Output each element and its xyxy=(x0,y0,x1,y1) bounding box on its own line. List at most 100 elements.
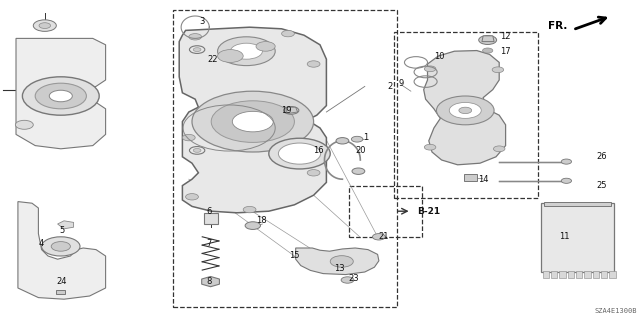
Circle shape xyxy=(307,170,320,176)
Polygon shape xyxy=(287,107,298,114)
Text: 8: 8 xyxy=(207,277,212,286)
Text: 4: 4 xyxy=(39,239,44,248)
Circle shape xyxy=(186,194,198,200)
Text: 2: 2 xyxy=(388,82,393,91)
Circle shape xyxy=(269,138,330,169)
Circle shape xyxy=(245,222,260,229)
Circle shape xyxy=(193,148,201,152)
Circle shape xyxy=(243,206,256,213)
Circle shape xyxy=(282,30,294,37)
Circle shape xyxy=(492,67,504,73)
Circle shape xyxy=(193,48,201,52)
Polygon shape xyxy=(202,276,220,287)
Polygon shape xyxy=(544,202,611,206)
Polygon shape xyxy=(204,213,218,224)
Polygon shape xyxy=(584,271,591,278)
Circle shape xyxy=(211,101,294,142)
Circle shape xyxy=(352,168,365,174)
Circle shape xyxy=(278,143,321,164)
Polygon shape xyxy=(464,174,477,181)
Text: SZA4E1300B: SZA4E1300B xyxy=(595,308,637,314)
Polygon shape xyxy=(58,221,74,229)
Polygon shape xyxy=(576,271,582,278)
Polygon shape xyxy=(16,38,106,149)
Polygon shape xyxy=(559,271,566,278)
Circle shape xyxy=(284,107,299,114)
Circle shape xyxy=(189,34,202,40)
Circle shape xyxy=(51,242,70,251)
Circle shape xyxy=(192,91,314,152)
Text: 7: 7 xyxy=(207,239,212,248)
Circle shape xyxy=(449,102,481,118)
Text: 18: 18 xyxy=(256,216,266,225)
Text: 24: 24 xyxy=(57,277,67,286)
Circle shape xyxy=(424,66,436,72)
Circle shape xyxy=(15,120,33,129)
Text: 16: 16 xyxy=(314,146,324,155)
Circle shape xyxy=(436,96,494,125)
Polygon shape xyxy=(593,271,599,278)
Text: B-21: B-21 xyxy=(417,207,440,216)
Polygon shape xyxy=(543,271,549,278)
Bar xyxy=(173,10,397,307)
Bar xyxy=(349,186,422,237)
Circle shape xyxy=(561,178,572,183)
Circle shape xyxy=(42,237,80,256)
Bar xyxy=(394,32,538,198)
Text: 10: 10 xyxy=(435,52,445,60)
Text: 11: 11 xyxy=(559,232,570,241)
Circle shape xyxy=(459,107,472,114)
Circle shape xyxy=(307,61,320,67)
Text: 20: 20 xyxy=(355,146,365,155)
Circle shape xyxy=(372,234,385,240)
Text: 15: 15 xyxy=(289,252,300,260)
Polygon shape xyxy=(568,271,574,278)
Circle shape xyxy=(22,77,99,115)
Polygon shape xyxy=(601,271,607,278)
Text: 13: 13 xyxy=(334,264,344,273)
Polygon shape xyxy=(424,51,506,165)
Text: 17: 17 xyxy=(500,47,511,56)
Circle shape xyxy=(230,43,262,59)
Circle shape xyxy=(479,36,497,44)
Circle shape xyxy=(424,144,436,150)
Circle shape xyxy=(256,42,275,51)
Circle shape xyxy=(493,146,505,152)
Circle shape xyxy=(561,159,572,164)
Polygon shape xyxy=(56,290,65,294)
Polygon shape xyxy=(18,202,106,299)
Circle shape xyxy=(232,111,273,132)
Polygon shape xyxy=(541,203,614,272)
Circle shape xyxy=(35,83,86,109)
Text: 6: 6 xyxy=(207,207,212,216)
Circle shape xyxy=(49,90,72,102)
Polygon shape xyxy=(482,36,494,42)
Text: 26: 26 xyxy=(596,152,607,161)
Text: 14: 14 xyxy=(478,175,488,184)
Text: 23: 23 xyxy=(349,274,359,283)
Circle shape xyxy=(341,277,354,283)
Circle shape xyxy=(351,136,363,142)
Circle shape xyxy=(218,50,243,62)
Text: 5: 5 xyxy=(60,226,65,235)
Circle shape xyxy=(483,48,493,53)
Text: 22: 22 xyxy=(208,55,218,64)
Polygon shape xyxy=(296,248,379,275)
Polygon shape xyxy=(179,27,326,213)
Text: 21: 21 xyxy=(379,232,389,241)
Text: 1: 1 xyxy=(364,133,369,142)
Circle shape xyxy=(33,20,56,31)
Circle shape xyxy=(218,37,275,66)
Text: FR.: FR. xyxy=(548,20,568,31)
Circle shape xyxy=(336,138,349,144)
Text: 12: 12 xyxy=(500,32,511,41)
Text: 25: 25 xyxy=(596,181,607,190)
Polygon shape xyxy=(609,271,616,278)
Circle shape xyxy=(182,134,195,141)
Text: 9: 9 xyxy=(399,79,404,88)
Text: 3: 3 xyxy=(199,17,204,26)
Circle shape xyxy=(330,256,353,267)
Circle shape xyxy=(39,23,51,28)
Polygon shape xyxy=(551,271,557,278)
Text: 19: 19 xyxy=(282,106,292,115)
